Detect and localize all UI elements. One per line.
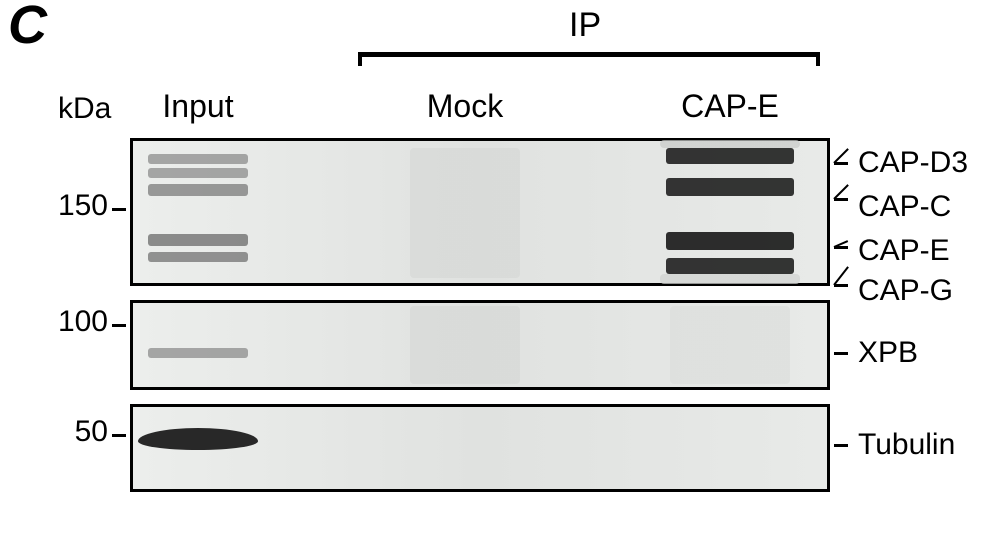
gel-band <box>148 184 248 196</box>
ip-bar-tick <box>816 52 820 66</box>
ip-bar <box>358 52 820 57</box>
kda-label: kDa <box>58 92 111 126</box>
band-label: CAP-E <box>858 234 950 268</box>
mw-label: 100 <box>58 305 108 339</box>
col-input-text: Input <box>162 88 233 124</box>
gel-band <box>666 258 794 274</box>
mw-tick <box>112 208 126 211</box>
band-tick <box>834 284 848 287</box>
band-label: CAP-D3 <box>858 146 968 180</box>
gel-band <box>666 232 794 250</box>
gel-band <box>148 168 248 178</box>
panel-letter-text: C <box>8 0 47 55</box>
panel-letter: C <box>8 0 47 56</box>
mw-tick <box>112 324 126 327</box>
band-tick <box>834 198 848 201</box>
band-label: CAP-G <box>858 274 953 308</box>
band-label: Tubulin <box>858 428 955 462</box>
gel-smear <box>670 306 790 384</box>
gel-band <box>148 252 248 262</box>
gel-band <box>148 234 248 246</box>
band-label: XPB <box>858 336 918 370</box>
mw-label: 150 <box>58 189 108 223</box>
gel-smear <box>410 148 520 278</box>
band-tick <box>834 444 848 447</box>
gel-band <box>666 178 794 196</box>
col-mock-text: Mock <box>427 88 503 124</box>
gel-smear <box>660 274 800 284</box>
band-label: CAP-C <box>858 190 951 224</box>
col-cape-label: CAP-E <box>680 88 780 125</box>
col-mock-label: Mock <box>415 88 515 125</box>
band-tick <box>834 162 848 165</box>
gel-band <box>666 148 794 164</box>
gel-smear <box>410 306 520 384</box>
gel-band <box>138 428 258 450</box>
mw-tick <box>112 434 126 437</box>
gel-band <box>148 154 248 164</box>
band-tick <box>834 352 848 355</box>
ip-label: IP <box>569 6 601 45</box>
ip-bar-tick <box>358 52 362 66</box>
mw-label: 50 <box>75 415 108 449</box>
band-connector <box>833 266 849 285</box>
col-cape-text: CAP-E <box>681 88 779 124</box>
gel-band <box>148 348 248 358</box>
ip-label-text: IP <box>569 6 601 44</box>
kda-label-text: kDa <box>58 92 111 125</box>
col-input-label: Input <box>148 88 248 125</box>
gel-smear <box>660 140 800 148</box>
